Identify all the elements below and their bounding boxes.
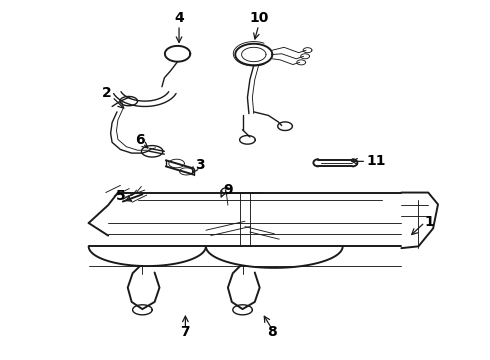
Text: 3: 3	[195, 158, 205, 172]
Text: 8: 8	[267, 325, 277, 339]
Text: 1: 1	[425, 215, 435, 229]
Text: 4: 4	[174, 11, 184, 25]
Text: 7: 7	[181, 325, 190, 339]
Text: 11: 11	[366, 154, 386, 168]
Text: 6: 6	[135, 133, 145, 147]
Text: 10: 10	[249, 11, 269, 25]
Text: 5: 5	[116, 189, 125, 203]
Text: 9: 9	[223, 183, 233, 197]
Text: 2: 2	[102, 86, 112, 100]
